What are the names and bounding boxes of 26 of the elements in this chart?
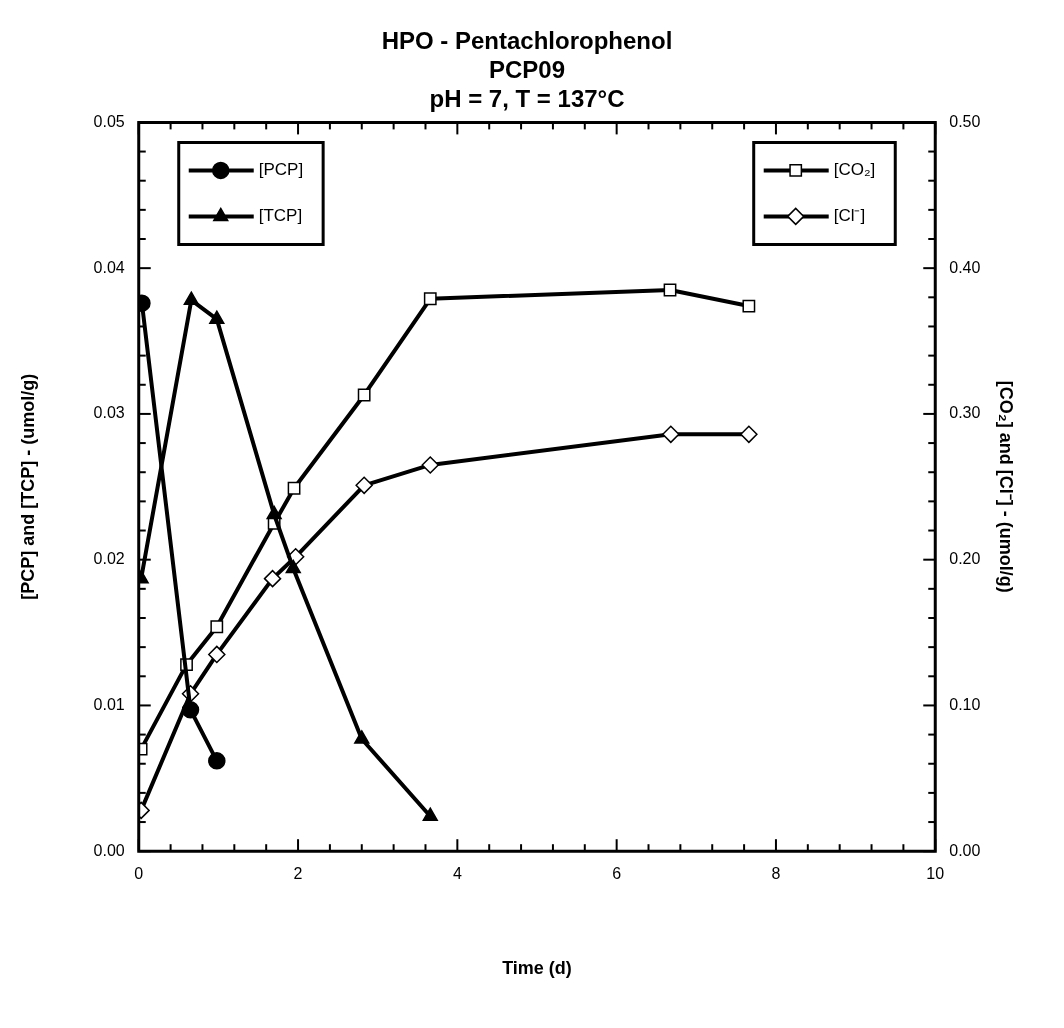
y2-tick-label: 0.10 — [949, 695, 981, 713]
y-tick-label: 0.04 — [93, 258, 125, 276]
y2-tick-label: 0.20 — [949, 550, 981, 568]
y-tick-label: 0.05 — [93, 112, 125, 130]
x-tick-label: 0 — [134, 865, 144, 883]
chart-title: HPO - Pentachlorophenol PCP09 pH = 7, T = 137°C — [381, 27, 673, 112]
y2-tick-label: 0.40 — [949, 258, 981, 276]
y-tick-label: 0.00 — [93, 841, 125, 859]
legend-label: [Cl⁻] — [833, 206, 866, 226]
legend-label: [TCP] — [258, 206, 303, 226]
x-tick-label: 10 — [926, 865, 945, 883]
x-tick-label: 2 — [293, 865, 303, 883]
y-tick-label: 0.01 — [93, 695, 125, 713]
x-tick-label: 8 — [771, 865, 781, 883]
y2-tick-label: 0.30 — [949, 404, 981, 422]
x-tick-label: 6 — [612, 865, 622, 883]
y-tick-label: 0.02 — [93, 550, 125, 568]
y2-tick-label: 0.00 — [949, 841, 981, 859]
y2-axis-title: [CO₂] and [Cl⁻] - (umol/g) — [996, 380, 1017, 593]
legend-label: [PCP] — [258, 160, 304, 180]
y-axis-title: [PCP] and [TCP] - (umol/g) — [17, 373, 38, 600]
y2-tick-label: 0.50 — [949, 112, 981, 130]
x-axis-title: Time (d) — [502, 958, 572, 979]
legend-label: [CO₂] — [833, 160, 876, 180]
x-tick-label: 4 — [452, 865, 462, 883]
y-tick-label: 0.03 — [93, 404, 125, 422]
